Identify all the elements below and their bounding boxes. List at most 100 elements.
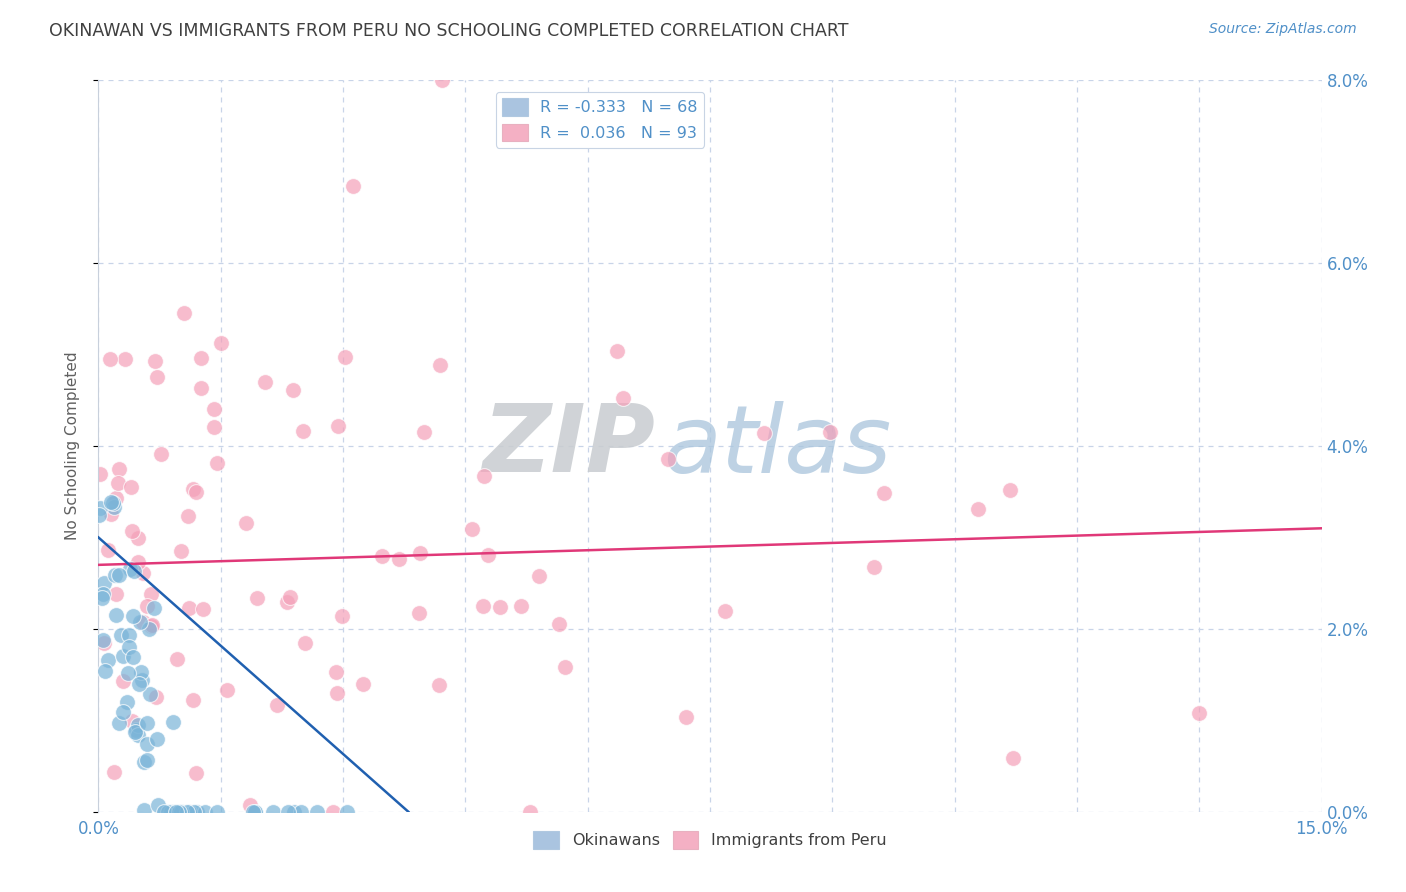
Point: [153, 805, 176, 819]
Point: [409, 546, 432, 560]
Text: Source: ZipAtlas.com: Source: ZipAtlas.com: [1209, 22, 1357, 37]
Point: [129, 665, 152, 680]
Point: [146, 731, 169, 746]
Point: [111, 705, 134, 719]
Point: [122, 608, 145, 623]
Point: [472, 599, 495, 614]
Point: [554, 660, 576, 674]
Point: [239, 798, 262, 813]
Point: [108, 716, 131, 731]
Point: [181, 693, 204, 707]
Point: [388, 552, 411, 566]
Point: [998, 483, 1021, 497]
Point: [177, 600, 200, 615]
Point: [91, 591, 114, 606]
Point: [202, 419, 225, 434]
Point: [100, 507, 122, 521]
Point: [325, 686, 347, 700]
Point: [138, 623, 160, 637]
Point: [103, 500, 125, 515]
Text: ZIP: ZIP: [482, 400, 655, 492]
Point: [190, 381, 212, 395]
Point: [181, 482, 204, 496]
Point: [529, 569, 551, 583]
Point: [307, 805, 329, 819]
Point: [135, 737, 157, 751]
Point: [167, 805, 190, 819]
Point: [207, 456, 229, 470]
Point: [117, 640, 139, 654]
Point: [612, 391, 634, 405]
Point: [121, 524, 143, 538]
Point: [243, 805, 266, 819]
Point: [131, 615, 153, 629]
Point: [110, 628, 132, 642]
Point: [408, 606, 430, 620]
Point: [111, 674, 134, 689]
Point: [657, 451, 679, 466]
Point: [132, 755, 155, 769]
Point: [120, 480, 142, 494]
Point: [162, 805, 184, 819]
Point: [173, 306, 195, 320]
Point: [91, 632, 114, 647]
Point: [127, 718, 149, 732]
Point: [242, 805, 264, 819]
Point: [135, 753, 157, 767]
Point: [93, 576, 115, 591]
Point: [752, 426, 775, 441]
Point: [131, 673, 153, 687]
Point: [141, 618, 163, 632]
Point: [165, 805, 187, 819]
Point: [100, 351, 122, 366]
Point: [474, 468, 496, 483]
Point: [118, 628, 141, 642]
Point: [97, 653, 120, 667]
Point: [124, 724, 146, 739]
Point: [413, 425, 436, 439]
Point: [162, 714, 184, 729]
Point: [132, 803, 155, 817]
Point: [139, 587, 162, 601]
Point: [148, 797, 170, 812]
Point: [136, 599, 159, 613]
Point: [427, 678, 450, 692]
Point: [177, 509, 200, 524]
Point: [335, 351, 357, 365]
Point: [332, 608, 354, 623]
Point: [190, 351, 212, 366]
Point: [145, 370, 167, 384]
Point: [139, 687, 162, 701]
Point: [135, 716, 157, 731]
Point: [429, 358, 451, 372]
Point: [278, 591, 301, 605]
Point: [121, 714, 143, 728]
Point: [873, 486, 896, 500]
Point: [127, 531, 149, 545]
Point: [117, 666, 139, 681]
Point: [89, 501, 111, 516]
Point: [184, 485, 207, 500]
Point: [100, 495, 122, 509]
Point: [115, 695, 138, 709]
Point: [157, 805, 180, 819]
Point: [281, 383, 304, 397]
Point: [477, 548, 499, 562]
Point: [89, 467, 111, 481]
Point: [202, 401, 225, 416]
Point: [294, 636, 316, 650]
Point: [149, 447, 172, 461]
Point: [430, 73, 453, 87]
Point: [143, 353, 166, 368]
Point: [675, 709, 697, 723]
Point: [108, 567, 131, 582]
Point: [177, 805, 200, 819]
Point: [170, 544, 193, 558]
Point: [193, 602, 215, 616]
Text: atlas: atlas: [664, 401, 891, 491]
Point: [122, 564, 145, 578]
Point: [246, 591, 269, 605]
Point: [103, 764, 125, 779]
Point: [548, 617, 571, 632]
Point: [820, 425, 842, 439]
